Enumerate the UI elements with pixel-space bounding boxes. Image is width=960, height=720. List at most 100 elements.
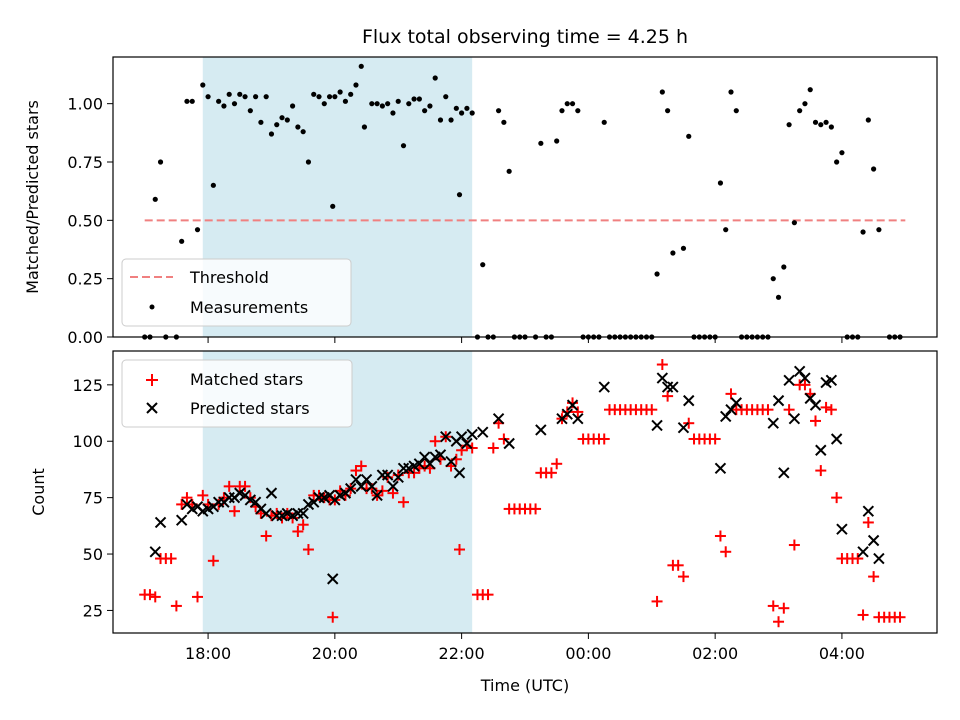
measurement-point <box>728 89 734 95</box>
matched-star-point <box>820 401 832 413</box>
ratio-plot-frame <box>112 56 938 338</box>
measurement-point <box>210 182 216 188</box>
measurement-point <box>459 110 465 116</box>
measurement-point <box>358 63 364 69</box>
predicted-star-mark-b <box>249 496 262 508</box>
measurement-point <box>823 119 829 125</box>
matched-star-point <box>725 388 737 400</box>
measurement-point <box>330 203 336 209</box>
matched-star-point <box>170 600 182 612</box>
predicted-star-point <box>360 473 373 486</box>
predicted-star-mark-b <box>767 417 779 429</box>
measurement-point <box>575 108 581 114</box>
predicted-star-point <box>535 424 547 436</box>
predicted-star-mark-b <box>265 487 278 499</box>
ratio-y-tick-label: 1.00 <box>67 95 103 114</box>
predicted-star-point <box>440 431 452 443</box>
measurement-point <box>179 238 185 244</box>
predicted-star-point <box>873 552 885 565</box>
predicted-star-point <box>327 573 339 585</box>
measurement-point <box>284 117 290 123</box>
predicted-star-mark-b <box>445 455 457 468</box>
measurement-point <box>818 122 824 128</box>
measurement-point <box>775 294 782 300</box>
predicted-star-mark-b <box>677 421 690 434</box>
measurement-point <box>274 122 280 128</box>
ratio-y-axis-label: Matched/Predicted stars <box>23 100 42 294</box>
measurement-point <box>456 192 463 198</box>
predicted-star-mark-b <box>830 433 843 445</box>
measurement-point <box>342 98 349 104</box>
measurement-point <box>680 245 687 251</box>
predicted-star-mark-b <box>720 410 732 423</box>
predicted-star-mark-b <box>154 516 167 529</box>
predicted-star-mark-b <box>730 397 742 409</box>
measurement-point <box>253 94 259 100</box>
predicted-star-point <box>260 507 272 520</box>
predicted-star-mark-b <box>455 431 468 443</box>
predicted-star-point <box>730 397 742 409</box>
count-y-tick-label: 50 <box>83 545 103 564</box>
measurement-point <box>157 159 164 165</box>
measurement-point <box>432 75 438 81</box>
measurement-point <box>802 101 808 107</box>
legend-matched-swatch <box>146 374 158 386</box>
predicted-star-mark-b <box>234 487 246 499</box>
measurement-point <box>601 119 607 125</box>
measurement-point <box>448 117 454 123</box>
count-y-tick-label: 125 <box>72 376 103 395</box>
matched-star-point <box>720 546 732 558</box>
measurement-point <box>411 96 417 102</box>
predicted-star-mark-b <box>714 462 727 475</box>
predicted-star-point <box>788 412 801 425</box>
matched-star-point <box>651 595 663 607</box>
predicted-star-point <box>830 433 843 445</box>
measurement-point <box>670 250 676 256</box>
matched-star-point <box>868 571 880 583</box>
predicted-star-mark-b <box>392 471 404 484</box>
measurement-point <box>242 94 248 100</box>
predicted-star-mark-b <box>424 458 436 470</box>
predicted-star-point <box>862 505 875 517</box>
predicted-star-mark-b <box>371 489 383 502</box>
measurement-point <box>717 180 724 186</box>
measurement-point <box>538 140 544 146</box>
predicted-star-mark-b <box>804 392 816 405</box>
measurement-point <box>659 89 665 95</box>
measurement-point <box>464 105 470 111</box>
matched-star-point <box>181 492 193 504</box>
ratio-y-tick-label: 0.50 <box>67 211 103 230</box>
predicted-star-mark-b <box>873 552 885 565</box>
measurement-point <box>226 91 232 97</box>
predicted-stars-series <box>149 365 885 585</box>
predicted-star-mark-b <box>387 480 399 493</box>
measurement-point <box>791 220 797 226</box>
predicted-star-point <box>857 546 869 558</box>
predicted-star-point <box>466 428 478 441</box>
predicted-star-point <box>783 374 795 387</box>
predicted-star-mark-b <box>360 473 373 486</box>
ratio-panel: 0.00 0.25 0.50 0.75 1.00 Matched/Predicted s… <box>23 56 938 347</box>
matched-star-point <box>398 496 410 508</box>
measurement-point <box>337 89 343 95</box>
measurement-point <box>289 103 296 109</box>
predicted-star-mark-b <box>503 437 515 450</box>
matched-star-point <box>327 611 339 623</box>
predicted-star-mark-b <box>651 419 663 432</box>
measurement-point <box>279 115 285 121</box>
measurement-point <box>453 105 459 111</box>
count-legend-box <box>121 359 353 428</box>
predicted-star-point <box>667 381 679 393</box>
predicted-star-point <box>344 482 357 495</box>
measurement-point <box>860 229 866 235</box>
predicted-star-mark-b <box>327 573 339 585</box>
matched-star-point <box>788 539 800 551</box>
predicted-star-point <box>799 372 811 384</box>
predicted-star-mark-b <box>815 444 827 456</box>
predicted-star-point <box>297 507 309 520</box>
time-x-tick-label: 20:00 <box>312 644 358 663</box>
measurement-point <box>654 271 660 277</box>
predicted-star-point <box>366 480 378 493</box>
matched-star-point <box>810 415 822 427</box>
matched-star-point <box>355 460 367 472</box>
